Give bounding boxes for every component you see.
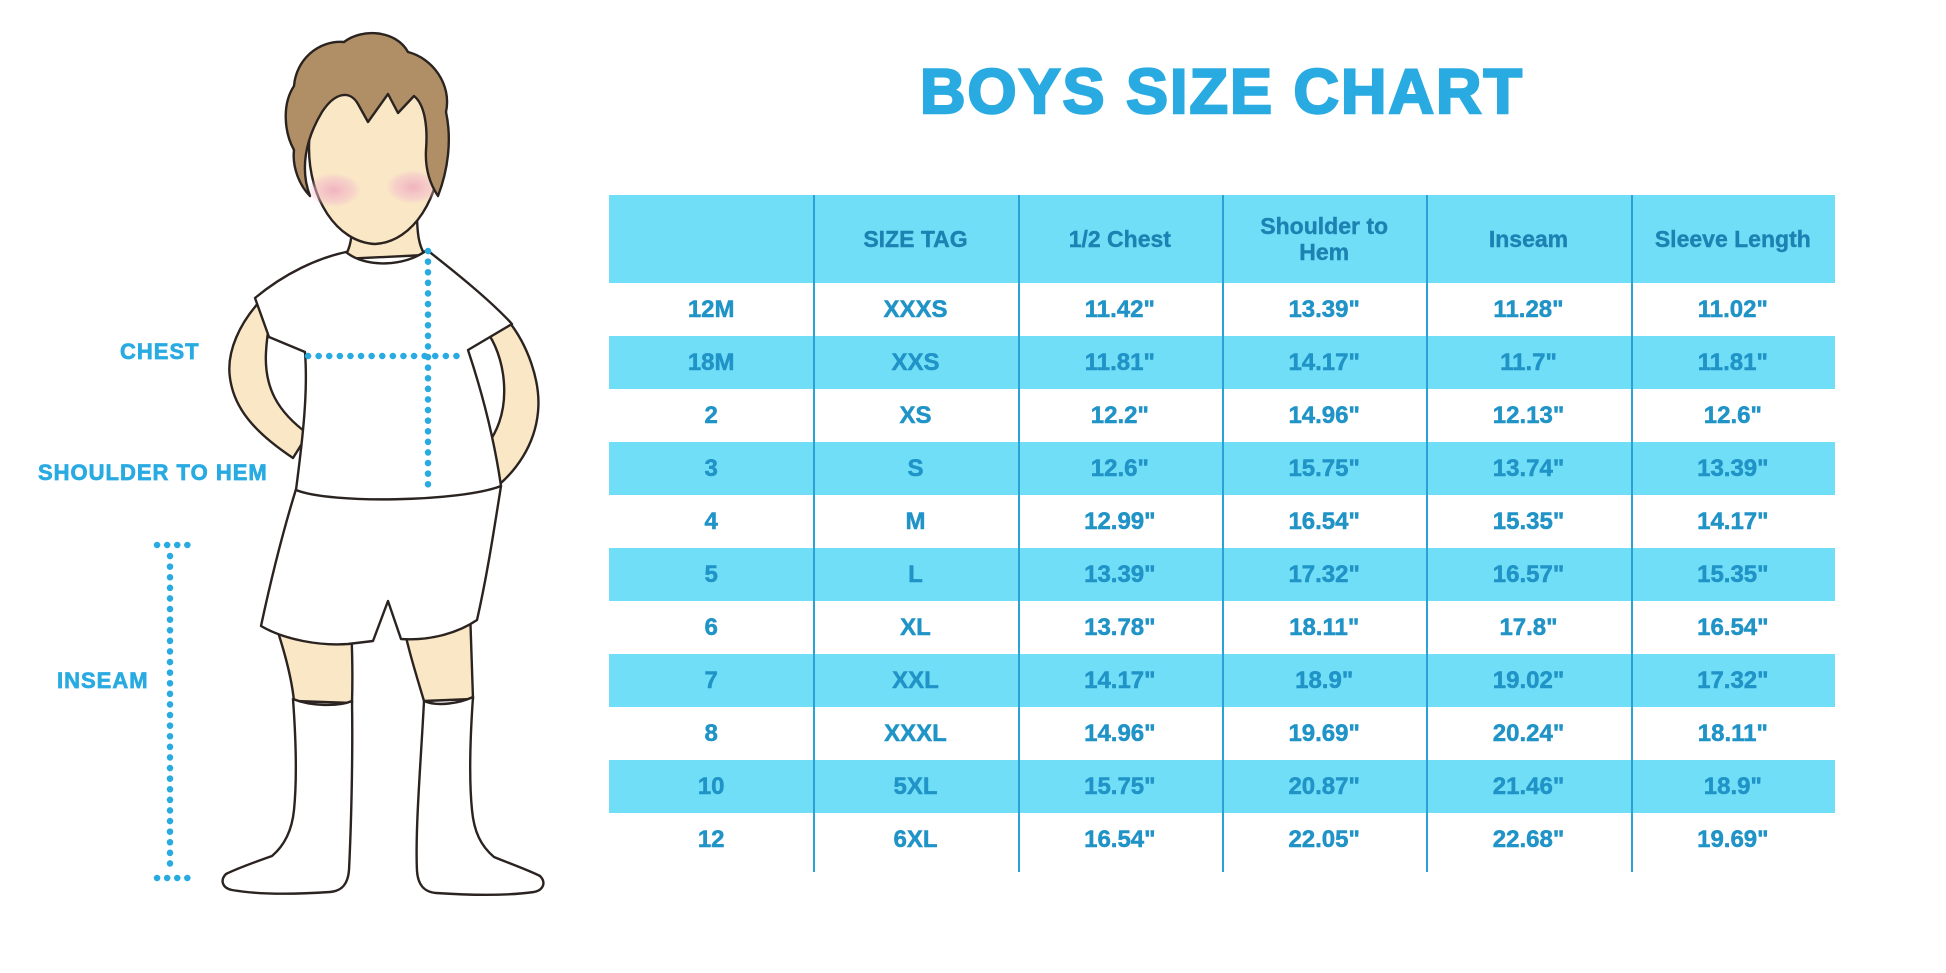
cell-size-tag: XXXL (884, 719, 947, 747)
cell-half-chest: 12.6" (1090, 454, 1150, 482)
boy-measurement-illustration (153, 31, 545, 896)
boy-left-arm (228, 297, 310, 460)
cell-size: 6 (704, 613, 718, 641)
boy-socks (221, 695, 545, 896)
cell-shoulder-to-hem: 18.11" (1289, 613, 1360, 641)
cell-half-chest: 11.81" (1084, 348, 1155, 376)
cell-half-chest: 15.75" (1084, 772, 1156, 800)
cell-inseam: 22.68" (1492, 825, 1565, 853)
cell-half-chest: 14.17" (1084, 666, 1156, 694)
cell-size: 10 (697, 772, 725, 800)
cell-shoulder-to-hem: 18.9" (1295, 666, 1354, 694)
cell-size: 7 (704, 666, 718, 694)
cell-sleeve-length: 11.81" (1697, 348, 1768, 376)
cell-half-chest: 16.54" (1084, 825, 1156, 853)
boy-tshirt (253, 248, 514, 501)
inseam-label: INSEAM (57, 668, 149, 693)
cell-shoulder-to-hem: 14.17" (1288, 348, 1360, 376)
cell-size: 18M (687, 348, 735, 376)
boy-shorts (259, 484, 503, 646)
column-header-inseam: Inseam (1488, 225, 1569, 252)
column-header-size-tag: SIZE TAG (863, 225, 968, 252)
cell-size: 2 (704, 401, 718, 429)
cell-size-tag: XXXS (883, 295, 948, 323)
cell-half-chest: 13.78" (1084, 613, 1156, 641)
cell-shoulder-to-hem: 20.87" (1288, 772, 1360, 800)
shoulder-to-hem-label: SHOULDER TO HEM (38, 460, 268, 485)
cell-shoulder-to-hem: 16.54" (1288, 507, 1360, 535)
chest-label: CHEST (120, 339, 200, 364)
cell-sleeve-length: 17.32" (1697, 666, 1769, 694)
cell-inseam: 20.24" (1492, 719, 1565, 747)
cell-size: 12 (697, 825, 725, 853)
measurement-lines (153, 247, 467, 882)
blush-left (307, 173, 361, 207)
cell-sleeve-length: 11.02" (1697, 295, 1768, 323)
boy-hair (284, 31, 451, 198)
column-divider (1017, 195, 1020, 872)
cell-size-tag: XXS (891, 348, 940, 376)
cell-size-tag: XS (899, 401, 932, 429)
blush-right (386, 170, 440, 204)
page-title: BOYS SIZE CHART (919, 56, 1525, 128)
column-divider (1222, 195, 1224, 872)
boy-right-sock (415, 695, 545, 896)
cell-inseam: 11.28" (1493, 295, 1564, 323)
cell-half-chest: 14.96" (1084, 719, 1156, 747)
column-header-shoulder-hem: Shoulder to Hem (1260, 212, 1389, 265)
cell-sleeve-length: 15.35" (1697, 560, 1769, 588)
column-header-sleeve-length: Sleeve Length (1654, 225, 1811, 252)
column-divider (813, 195, 816, 872)
cell-sleeve-length: 18.11" (1697, 719, 1768, 747)
cell-shoulder-to-hem: 17.32" (1288, 560, 1360, 588)
column-divider (1426, 195, 1429, 872)
cell-size: 4 (704, 507, 718, 535)
cell-size-tag: S (907, 454, 924, 482)
column-header-blank (609, 195, 813, 283)
column-divider (1630, 195, 1633, 872)
cell-size-tag: XL (900, 613, 931, 641)
boy-left-sock (221, 697, 354, 895)
cell-size-tag: M (905, 507, 926, 535)
cell-half-chest: 12.99" (1084, 507, 1156, 535)
size-table: SIZE TAG 1/2 Chest Shoulder to Hem Insea… (609, 195, 1835, 872)
cell-size-tag: 6XL (893, 825, 938, 853)
cell-size-tag: L (908, 560, 923, 588)
cell-inseam: 19.02" (1492, 666, 1565, 694)
cell-size: 5 (704, 560, 718, 588)
cell-shoulder-to-hem: 15.75" (1288, 454, 1360, 482)
cell-sleeve-length: 16.54" (1697, 613, 1769, 641)
cell-half-chest: 13.39" (1084, 560, 1156, 588)
cell-inseam: 13.74" (1492, 454, 1565, 482)
cell-size-tag: 5XL (893, 772, 938, 800)
cell-half-chest: 11.42" (1084, 295, 1155, 323)
cell-shoulder-to-hem: 19.69" (1288, 719, 1360, 747)
cell-shoulder-to-hem: 13.39" (1288, 295, 1360, 323)
cell-half-chest: 12.2" (1090, 401, 1150, 429)
cell-size: 12M (687, 295, 735, 323)
cell-size: 3 (704, 454, 718, 482)
cell-sleeve-length: 18.9" (1703, 772, 1763, 800)
cell-inseam: 16.57" (1492, 560, 1565, 588)
cell-inseam: 21.46" (1492, 772, 1565, 800)
cell-sleeve-length: 14.17" (1697, 507, 1769, 535)
cell-shoulder-to-hem: 22.05" (1288, 825, 1360, 853)
cell-inseam: 15.35" (1492, 507, 1565, 535)
cell-size: 8 (704, 719, 718, 747)
cell-sleeve-length: 12.6" (1703, 401, 1763, 429)
column-header-half-chest: 1/2 Chest (1068, 225, 1171, 252)
cell-inseam: 12.13" (1492, 401, 1565, 429)
cell-inseam: 11.7" (1500, 348, 1557, 376)
cell-shoulder-to-hem: 14.96" (1288, 401, 1360, 429)
cell-sleeve-length: 13.39" (1697, 454, 1769, 482)
cell-size-tag: XXL (892, 666, 939, 694)
cell-sleeve-length: 19.69" (1697, 825, 1769, 853)
cell-inseam: 17.8" (1499, 613, 1558, 641)
